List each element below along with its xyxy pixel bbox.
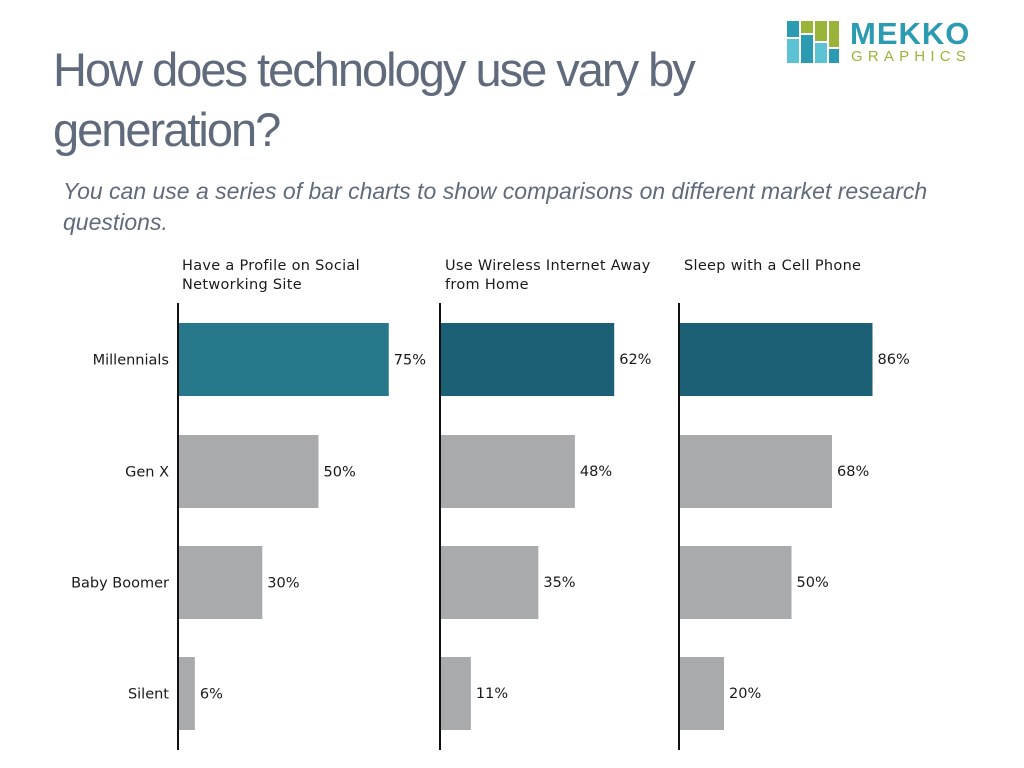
- bar-social-0: [178, 323, 389, 396]
- data-label: 86%: [878, 352, 910, 368]
- logo-wordmark: MEKKO: [850, 16, 971, 51]
- logo-subword: GRAPHICS: [851, 48, 971, 65]
- page-title: How does technology use vary by generati…: [53, 43, 696, 156]
- category-label: Millennials: [93, 353, 169, 369]
- bar-social-3: [178, 657, 195, 730]
- data-label: 48%: [580, 464, 612, 480]
- data-label: 68%: [837, 464, 869, 480]
- bar-sleep-1: [679, 435, 832, 508]
- data-label: 6%: [200, 687, 223, 703]
- bar-social-2: [178, 546, 263, 619]
- bar-wireless-2: [440, 546, 539, 619]
- data-label: 75%: [394, 353, 426, 369]
- data-label: 50%: [324, 465, 356, 481]
- data-label: 35%: [543, 575, 575, 591]
- data-label: 11%: [476, 686, 508, 702]
- panel-title-wireless: Use Wireless Internet Away from Home: [445, 258, 651, 293]
- logo-mark-icon: [787, 21, 839, 63]
- category-label: Baby Boomer: [71, 576, 169, 592]
- page-subtitle: You can use a series of bar charts to sh…: [63, 178, 928, 235]
- bar-wireless-0: [440, 323, 615, 396]
- category-label: Gen X: [125, 465, 169, 481]
- bar-wireless-3: [440, 657, 471, 730]
- bar-sleep-3: [679, 657, 724, 730]
- bar-social-1: [178, 435, 319, 508]
- panel-title-social: Have a Profile on Social Networking Site: [182, 258, 360, 293]
- data-label: 50%: [797, 575, 829, 591]
- bar-sleep-0: [679, 323, 873, 396]
- mekko-graphics-logo: MEKKO GRAPHICS: [787, 16, 1002, 69]
- data-label: 20%: [729, 686, 761, 702]
- panel-title-sleep: Sleep with a Cell Phone: [684, 258, 862, 274]
- data-label: 62%: [619, 352, 651, 368]
- bar-wireless-1: [440, 435, 575, 508]
- data-label: 30%: [267, 576, 299, 592]
- category-label: Silent: [128, 687, 169, 703]
- bar-sleep-2: [679, 546, 792, 619]
